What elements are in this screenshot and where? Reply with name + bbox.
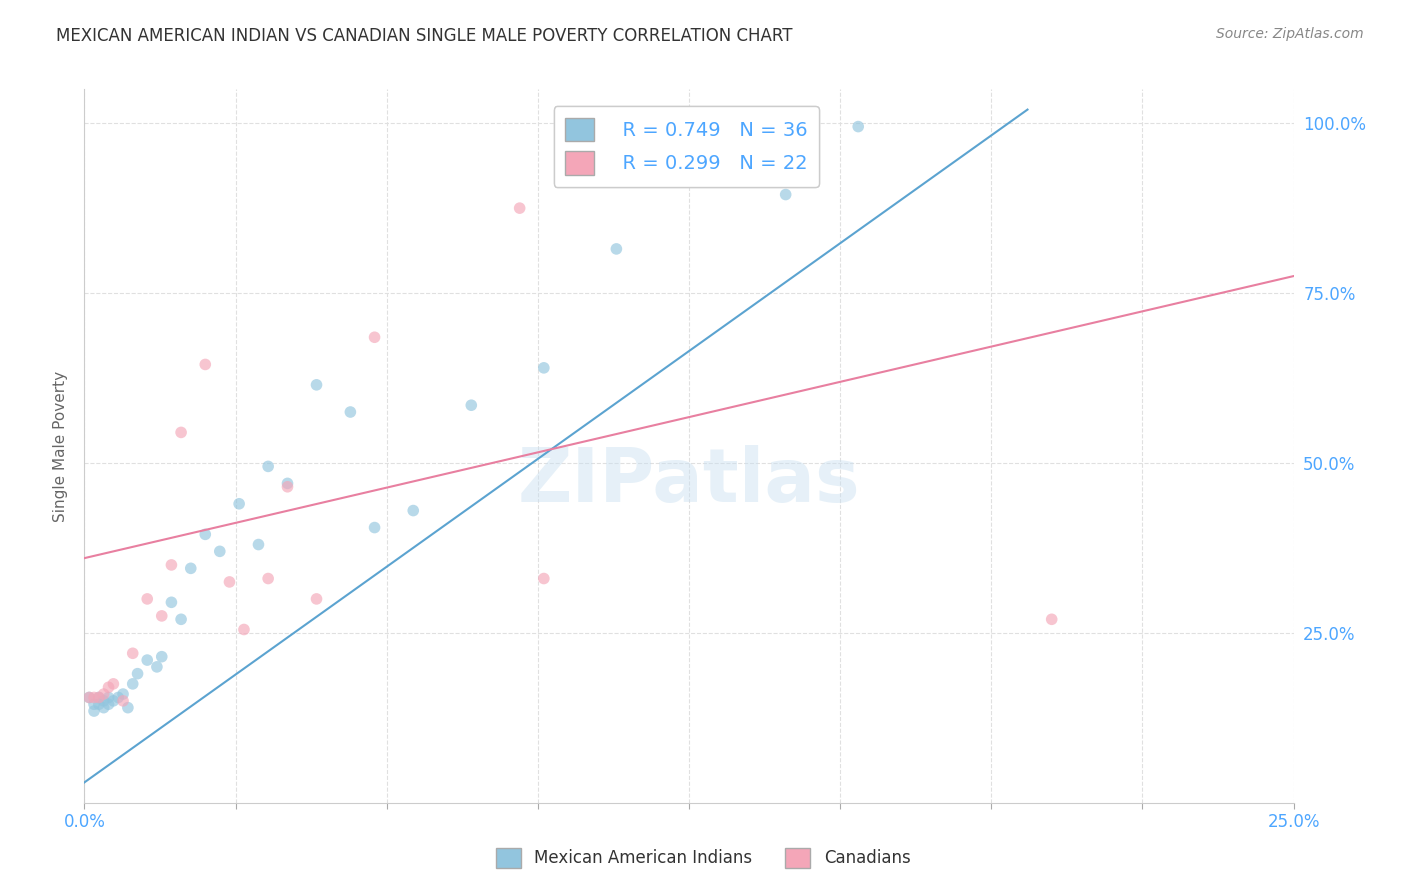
Point xyxy=(97,698,120,712)
Text: MEXICAN AMERICAN INDIAN VS CANADIAN SINGLE MALE POVERTY CORRELATION CHART: MEXICAN AMERICAN INDIAN VS CANADIAN SING… xyxy=(56,27,793,45)
Point xyxy=(146,660,169,674)
Legend: Mexican American Indians, Canadians: Mexican American Indians, Canadians xyxy=(489,841,917,875)
Point xyxy=(112,694,135,708)
Point xyxy=(194,527,217,541)
Point xyxy=(112,687,135,701)
Point xyxy=(233,623,256,637)
Point xyxy=(228,497,250,511)
Point xyxy=(150,608,173,623)
Point xyxy=(218,574,240,589)
Point xyxy=(1040,612,1063,626)
Point xyxy=(170,425,193,440)
Point xyxy=(77,690,100,705)
Point xyxy=(83,690,105,705)
Point xyxy=(97,690,120,705)
Point xyxy=(121,646,143,660)
Point xyxy=(136,653,159,667)
Point xyxy=(305,591,328,606)
Point xyxy=(160,558,183,572)
Point xyxy=(180,561,202,575)
Point xyxy=(208,544,231,558)
Point xyxy=(97,680,120,694)
Legend:   R = 0.749   N = 36,   R = 0.299   N = 22: R = 0.749 N = 36, R = 0.299 N = 22 xyxy=(554,106,820,186)
Point xyxy=(117,700,139,714)
Point xyxy=(533,572,555,586)
Point xyxy=(305,377,328,392)
Point xyxy=(93,700,115,714)
Point xyxy=(83,704,105,718)
Point xyxy=(846,120,869,134)
Point xyxy=(194,358,217,372)
Point xyxy=(363,330,385,344)
Y-axis label: Single Male Poverty: Single Male Poverty xyxy=(53,370,69,522)
Point xyxy=(77,690,100,705)
Point xyxy=(509,201,531,215)
Point xyxy=(257,459,280,474)
Point xyxy=(402,503,425,517)
Point xyxy=(247,537,270,551)
Point xyxy=(605,242,627,256)
Point xyxy=(136,591,159,606)
Point xyxy=(103,677,125,691)
Point xyxy=(127,666,149,681)
Point xyxy=(107,690,129,705)
Point xyxy=(87,690,110,705)
Point xyxy=(170,612,193,626)
Point xyxy=(87,698,110,712)
Point xyxy=(339,405,361,419)
Point xyxy=(276,480,298,494)
Point xyxy=(87,690,110,705)
Point xyxy=(93,687,115,701)
Point xyxy=(775,187,797,202)
Point xyxy=(363,520,385,534)
Point xyxy=(276,476,298,491)
Point xyxy=(93,694,115,708)
Point xyxy=(103,694,125,708)
Point xyxy=(533,360,555,375)
Text: ZIPatlas: ZIPatlas xyxy=(517,445,860,518)
Point xyxy=(160,595,183,609)
Point xyxy=(83,698,105,712)
Point xyxy=(257,572,280,586)
Text: Source: ZipAtlas.com: Source: ZipAtlas.com xyxy=(1216,27,1364,41)
Point xyxy=(121,677,143,691)
Point xyxy=(150,649,173,664)
Point xyxy=(460,398,482,412)
